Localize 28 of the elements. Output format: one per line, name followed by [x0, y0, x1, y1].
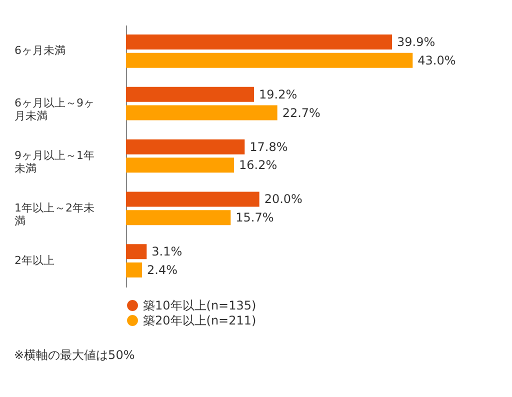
text: ※横軸の最大値は50%	[14, 348, 135, 362]
legend-label: 築20年以上(n=211)	[143, 314, 256, 328]
bar	[126, 244, 147, 260]
y-tick-label: 9ヶ月以上～1年未満	[14, 149, 94, 175]
bar	[126, 86, 254, 102]
data-label: 2.4%	[147, 262, 178, 277]
data-label: 19.2%	[259, 87, 298, 102]
data-label: 16.2%	[239, 158, 278, 172]
bar	[126, 192, 260, 207]
data-label: 22.7%	[282, 106, 320, 120]
bar	[126, 158, 234, 173]
y-tick-label: 2年以上	[14, 254, 54, 267]
bar	[126, 52, 413, 68]
bar	[126, 210, 231, 226]
y-tick-label: 1年以上～2年未満	[14, 201, 94, 228]
data-label: 15.7%	[236, 210, 274, 225]
y-tick-label: 6ヶ月以上～9ヶ月未満	[14, 96, 94, 123]
bar	[126, 139, 245, 154]
data-label: 43.0%	[418, 53, 456, 68]
data-label: 39.9%	[397, 35, 436, 50]
y-tick-label: 6ヶ月未満	[14, 44, 66, 58]
data-label: 20.0%	[264, 192, 302, 206]
bar	[126, 105, 278, 120]
bar	[126, 34, 392, 50]
legend-label: 築10年以上(n=135)	[143, 298, 256, 312]
data-label: 17.8%	[250, 140, 288, 154]
data-label: 3.1%	[152, 244, 182, 259]
bar	[126, 262, 142, 278]
